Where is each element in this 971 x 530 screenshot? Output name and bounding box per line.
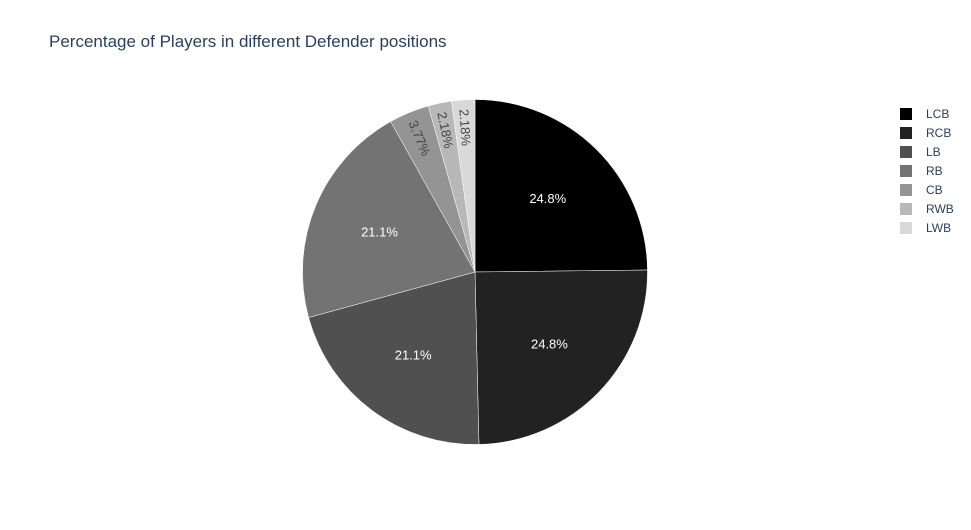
legend-label-lcb: LCB bbox=[926, 107, 949, 121]
legend-swatch-rwb bbox=[900, 203, 912, 215]
pie-slice-lcb[interactable] bbox=[474, 99, 648, 273]
labels-layer: 24.8%24.8%21.1%21.1%3.77% 2.18% 2.18% bbox=[361, 109, 568, 363]
legend-item-rcb[interactable]: RCB bbox=[900, 126, 951, 140]
legend-item-lwb[interactable]: LWB bbox=[900, 221, 951, 235]
slice-label-rcb: 24.8% bbox=[531, 336, 568, 351]
legend: LCB RCB LB RB CB RWB LWB bbox=[900, 107, 954, 235]
slice-label-lcb: 24.8% bbox=[529, 191, 566, 206]
legend-swatch-lcb bbox=[900, 108, 912, 120]
legend-label-rb: RB bbox=[926, 164, 943, 178]
legend-label-rwb: RWB bbox=[926, 202, 954, 216]
legend-label-rcb: RCB bbox=[926, 126, 951, 140]
slice-label-rwb: 2.18% bbox=[434, 111, 456, 151]
chart-title: Percentage of Players in different Defen… bbox=[49, 32, 447, 51]
legend-item-lb[interactable]: LB bbox=[900, 145, 941, 159]
legend-item-lcb[interactable]: LCB bbox=[900, 107, 949, 121]
legend-swatch-lwb bbox=[900, 222, 912, 234]
slice-label-rb: 21.1% bbox=[361, 225, 398, 240]
legend-item-rb[interactable]: RB bbox=[900, 164, 943, 178]
slice-label-lwb: 2.18% bbox=[456, 109, 474, 147]
legend-item-rwb[interactable]: RWB bbox=[900, 202, 954, 216]
legend-label-cb: CB bbox=[926, 183, 943, 197]
legend-swatch-cb bbox=[900, 184, 912, 196]
legend-label-lb: LB bbox=[926, 145, 941, 159]
pie-slice-rcb[interactable] bbox=[474, 269, 648, 445]
pie-slice-lb[interactable] bbox=[308, 271, 480, 445]
legend-swatch-rb bbox=[900, 165, 912, 177]
legend-item-cb[interactable]: CB bbox=[900, 183, 943, 197]
pie-slice-lwb[interactable] bbox=[451, 99, 476, 273]
slices-layer bbox=[302, 99, 648, 445]
legend-swatch-lb bbox=[900, 146, 912, 158]
pie-slice-rb[interactable] bbox=[302, 121, 476, 318]
legend-label-lwb: LWB bbox=[926, 221, 951, 235]
legend-swatch-rcb bbox=[900, 127, 912, 139]
slice-label-lb: 21.1% bbox=[395, 347, 432, 362]
